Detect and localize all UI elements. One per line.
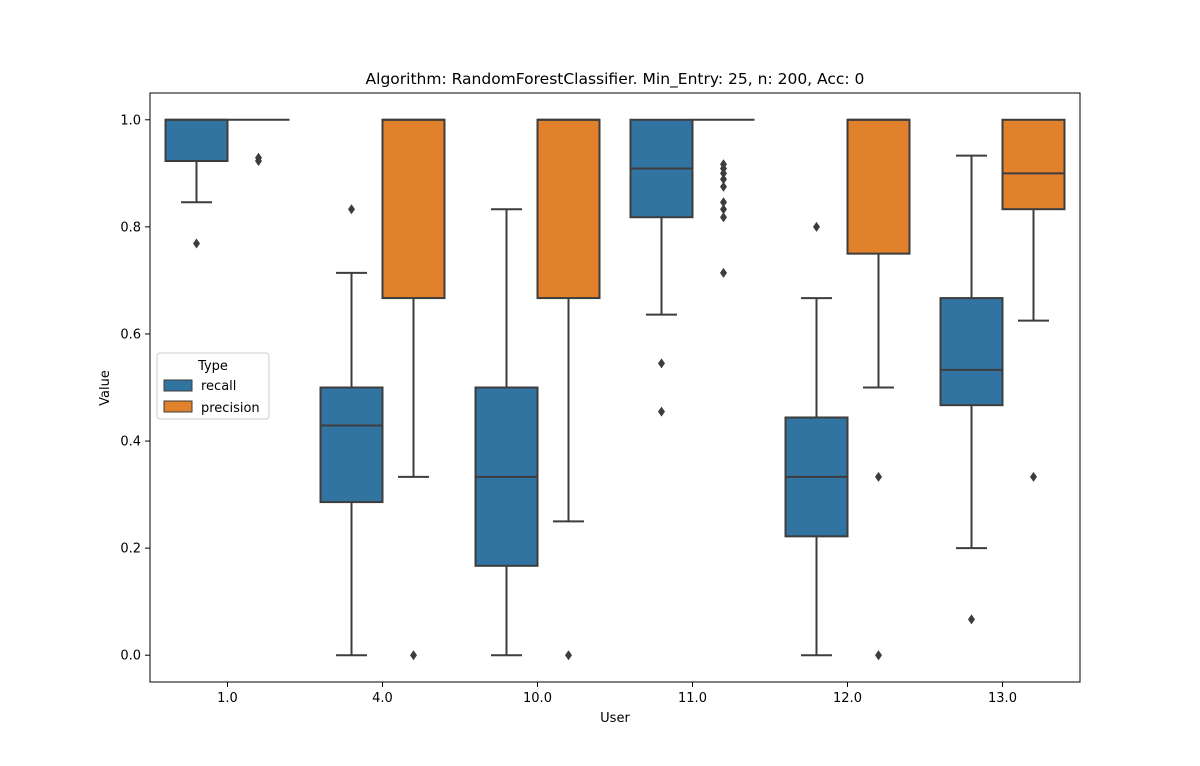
precision-outlier-point [255,156,262,167]
precision-outlier-point [565,650,572,661]
precision-box-body [536,118,601,300]
x-tick-label: 13.0 [988,691,1017,706]
precision-box-body [1001,118,1066,211]
recall-box-10.0 [474,208,539,657]
precision-outlier-point [720,267,727,278]
recall-outlier-point [968,614,975,625]
precision-outlier-point [720,174,727,185]
precision-box-11.0 [692,118,755,278]
x-tick-label: 11.0 [678,691,707,706]
legend-label-precision: precision [201,401,260,416]
recall-outlier-point [813,221,820,232]
recall-box-body [164,118,229,163]
precision-outlier-point [410,650,417,661]
legend: Type recall precision [156,352,270,420]
recall-box-1.0 [164,118,229,249]
precision-outlier-point [875,471,882,482]
precision-box-1.0 [227,118,290,167]
recall-outlier-point [193,238,200,249]
precision-box-13.0 [1001,118,1066,482]
recall-box-4.0 [319,204,384,657]
plot-frame [149,92,1081,683]
precision-outlier-point [1030,471,1037,482]
legend-label-recall: recall [201,379,236,394]
chart-title: Algorithm: RandomForestClassifier. Min_E… [366,70,865,89]
precision-outlier-point [720,197,727,208]
plot-area: 0.0 0.2 0.4 0.6 0.8 1.0 1.0 4.0 10.0 11.0 12.0 13.0 [120,92,1081,706]
precision-box-12.0 [846,118,911,661]
precision-outlier-point [875,650,882,661]
y-tick-label: 0.6 [120,327,141,342]
recall-box-13.0 [939,154,1004,625]
recall-box-body [939,297,1004,407]
x-tick-label: 10.0 [523,691,552,706]
precision-box-10.0 [536,118,601,661]
precision-box-body [381,118,446,300]
recall-box-body [319,386,384,504]
x-tick-label: 12.0 [833,691,862,706]
legend-swatch-precision [163,400,193,413]
recall-box-11.0 [629,118,694,417]
y-axis-label: Value [98,370,113,406]
recall-outlier-point [658,406,665,417]
precision-outlier-point [720,181,727,192]
precision-outlier-point [720,204,727,215]
x-tick-label: 4.0 [372,691,393,706]
recall-outlier-point [348,204,355,215]
recall-outlier-point [658,358,665,369]
recall-box-12.0 [784,221,849,657]
precision-box-4.0 [381,118,446,661]
y-tick-label: 0.2 [120,542,141,557]
x-tick-label: 1.0 [217,691,238,706]
legend-swatch-recall [163,379,193,392]
y-tick-label: 0.8 [120,220,141,235]
y-tick-label: 0.4 [120,435,141,450]
y-tick-label: 1.0 [120,113,141,128]
y-tick-label: 0.0 [120,649,141,664]
x-axis-label: User [600,711,630,726]
precision-box-body [846,118,911,255]
precision-outlier-point [720,168,727,179]
legend-title: Type [197,359,228,374]
precision-outlier-point [720,212,727,223]
